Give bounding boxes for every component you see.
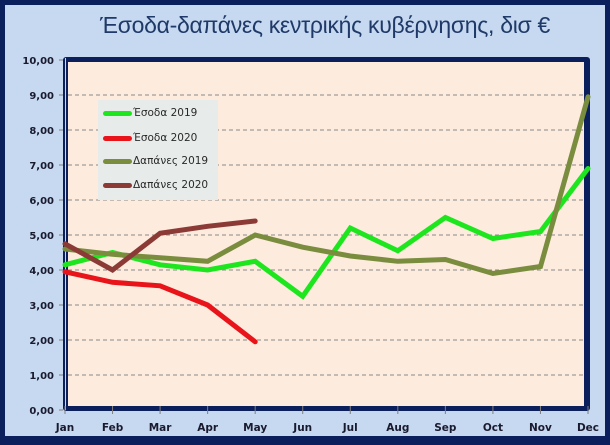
series-line (62, 269, 258, 345)
y-tick-label: 5,00 (29, 231, 54, 242)
chart-title: Έσοδα-δαπάνες κεντρικής κυβέρνησης, δισ … (99, 12, 551, 38)
series-lines (62, 94, 591, 345)
x-tick-label: Jun (292, 422, 312, 434)
legend-label: Έσοδα 2019 (133, 107, 198, 119)
x-axis: Jan Feb Mar Apr May Jun Jul Aug Sep Oct Nov Dec (55, 406, 599, 434)
legend-item-revenue-2020: Έσοδα 2020 (103, 130, 197, 146)
series-line (62, 166, 591, 300)
x-tick-label: Oct (483, 422, 503, 434)
x-tick-label: Jan (55, 422, 74, 434)
x-tick-label: Apr (197, 422, 219, 434)
legend-label: Έσοδα 2020 (133, 132, 198, 144)
legend: Έσοδα 2019 Έσοδα 2020 Δαπάνες 2019 Δαπάν… (98, 100, 218, 200)
gridlines (68, 94, 584, 376)
y-axis: 0,00 1,00 2,00 3,00 4,00 5,00 6,00 7,00 8,00 9,00… (22, 56, 63, 417)
x-tick-label: May (243, 422, 267, 434)
x-tick-label: Dec (577, 422, 599, 434)
x-tick-label: Feb (102, 422, 124, 434)
series-line (62, 218, 258, 273)
series-line (62, 94, 591, 277)
x-tick-label: Nov (529, 422, 552, 434)
y-tick-label: 1,00 (29, 371, 54, 382)
legend-swatch (103, 158, 132, 164)
y-tick-label: 6,00 (29, 196, 54, 207)
y-tick-label: 10,00 (22, 56, 54, 67)
legend-swatch (103, 135, 132, 141)
y-tick-label: 7,00 (29, 161, 54, 172)
y-tick-label: 2,00 (29, 336, 54, 347)
y-tick-label: 3,00 (29, 301, 54, 312)
legend-item-revenue-2019: Έσοδα 2019 (103, 105, 197, 121)
legend-item-expenditure-2019: Δαπάνες 2019 (103, 153, 208, 169)
y-tick-label: 0,00 (29, 406, 54, 417)
legend-swatch (103, 182, 132, 188)
x-tick-label: Jul (342, 422, 358, 434)
y-tick-label: 4,00 (29, 266, 54, 277)
legend-item-expenditure-2020: Δαπάνες 2020 (103, 177, 208, 193)
y-tick-label: 8,00 (29, 126, 54, 137)
x-tick-label: Aug (386, 422, 409, 434)
legend-swatch (103, 110, 132, 116)
legend-label: Δαπάνες 2019 (133, 155, 209, 167)
x-tick-label: Mar (149, 422, 173, 434)
x-tick-label: Sep (434, 422, 457, 434)
legend-label: Δαπάνες 2020 (133, 179, 209, 191)
y-tick-label: 9,00 (29, 91, 54, 102)
